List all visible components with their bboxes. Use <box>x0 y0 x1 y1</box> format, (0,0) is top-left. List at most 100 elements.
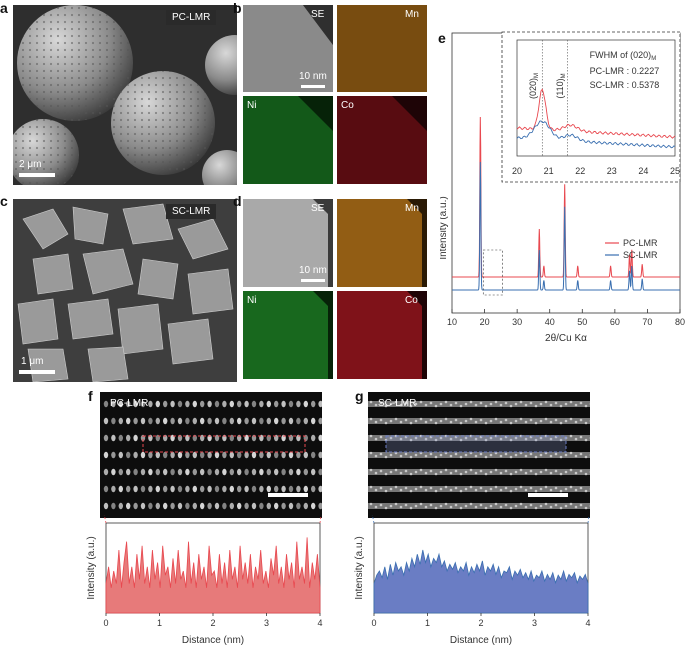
atom-speck <box>424 471 428 475</box>
atom-speck <box>464 436 468 440</box>
atom-speck <box>569 502 573 506</box>
atom-speck <box>459 455 463 459</box>
atom-column <box>281 485 286 493</box>
profile-chart-f: 0 1 2 3 4 Distance (nm) Intensity (a.u.) <box>86 515 323 646</box>
atom-speck <box>429 503 433 507</box>
inset-tick-label: 21 <box>544 166 554 176</box>
atom-speck <box>544 400 548 404</box>
atom-speck <box>504 418 508 422</box>
atom-speck <box>524 454 528 458</box>
atom-column <box>118 451 123 459</box>
atom-column <box>140 451 146 459</box>
atom-speck <box>539 419 543 423</box>
atom-column <box>222 468 227 476</box>
atom-speck <box>574 454 578 458</box>
atom-column <box>207 485 212 493</box>
atom-speck <box>459 438 463 442</box>
atom-column <box>126 451 131 459</box>
xrd-tick-label: 40 <box>545 317 555 327</box>
panel-label-d: d <box>233 193 242 209</box>
atom-column <box>303 417 308 425</box>
atom-speck <box>499 403 503 407</box>
profile-chart-g: 0 1 2 3 4 Distance (nm) Intensity (a.u.) <box>354 515 591 646</box>
atom-speck <box>569 468 573 472</box>
atom-column <box>126 400 131 408</box>
atom-speck <box>529 486 533 490</box>
atom-column <box>244 485 249 493</box>
atom-speck <box>544 502 548 506</box>
atom-column <box>288 468 294 476</box>
atom-column <box>259 502 264 510</box>
atom-speck <box>389 436 393 440</box>
atom-speck <box>559 489 563 493</box>
atom-speck <box>449 505 453 509</box>
atom-column <box>251 502 257 510</box>
atom-speck <box>484 489 488 493</box>
eds-mn-b: Mn <box>337 5 427 92</box>
atom-speck <box>439 436 443 440</box>
atom-column <box>237 485 242 493</box>
inset-tick-label: 25 <box>670 166 680 176</box>
inset-label-020: (020)M <box>528 73 540 99</box>
atom-column <box>200 502 205 510</box>
atom-speck <box>374 454 378 458</box>
map-label-co-b: Co <box>341 100 354 111</box>
atom-speck <box>539 402 543 406</box>
atom-speck <box>484 438 488 442</box>
atom-column <box>118 468 123 476</box>
atom-speck <box>429 418 433 422</box>
atom-speck <box>469 417 473 421</box>
atom-column <box>200 417 205 425</box>
atom-column <box>311 451 316 459</box>
atom-speck <box>499 437 503 441</box>
atom-speck <box>514 504 518 508</box>
atom-column <box>274 417 279 425</box>
connector-left <box>371 515 375 524</box>
atom-speck <box>524 505 528 509</box>
atom-speck <box>409 438 413 442</box>
atom-speck <box>469 485 473 489</box>
fwhm-title: FWHM of (020)M <box>590 50 657 62</box>
atom-column <box>318 468 322 476</box>
atom-speck <box>389 470 393 474</box>
atom-speck <box>569 400 573 404</box>
sem-image-sc-lmr: SC-LMR 1 μm <box>13 199 237 382</box>
atom-speck <box>389 453 393 457</box>
atom-column <box>103 485 109 493</box>
atom-speck <box>544 485 548 489</box>
atom-speck <box>384 489 388 493</box>
map-label-ni-d: Ni <box>247 295 257 306</box>
atom-speck <box>539 453 543 457</box>
atom-speck <box>379 418 383 422</box>
atom-column <box>207 417 212 425</box>
atom-column <box>288 502 294 510</box>
atom-speck <box>374 471 378 475</box>
inset-tick-label: 23 <box>607 166 617 176</box>
atom-speck <box>414 470 418 474</box>
atom-speck <box>404 503 408 507</box>
atom-speck <box>409 404 413 408</box>
atom-column <box>185 502 190 510</box>
atom-speck <box>389 504 393 508</box>
atom-column <box>140 502 146 510</box>
atom-speck <box>584 489 588 493</box>
atom-column <box>103 400 109 408</box>
atom-speck <box>509 455 513 459</box>
atom-speck <box>489 487 493 491</box>
profile-ylabel: Intensity (a.u.) <box>354 536 365 599</box>
atom-column <box>244 502 249 510</box>
atom-speck <box>464 419 468 423</box>
atom-speck <box>519 485 523 489</box>
atom-speck <box>434 506 438 510</box>
atom-speck <box>449 420 453 424</box>
atom-column <box>185 485 190 493</box>
atom-row-band <box>368 503 590 509</box>
atom-speck <box>439 504 443 508</box>
connector-left <box>103 515 107 524</box>
atom-speck <box>424 437 428 441</box>
atom-column <box>192 417 197 425</box>
profile-tick-label: 4 <box>317 618 322 628</box>
atom-speck <box>529 469 533 473</box>
profile-area <box>105 537 321 614</box>
atom-column <box>177 400 183 408</box>
